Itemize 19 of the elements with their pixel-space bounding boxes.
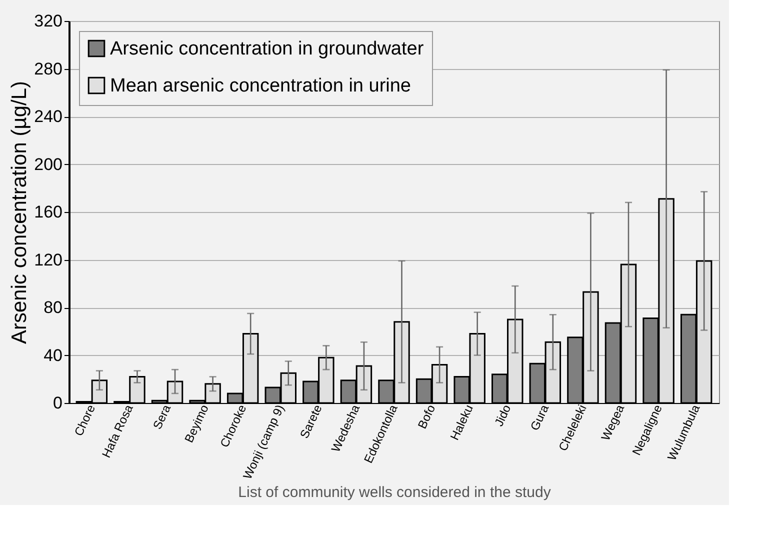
x-tick-label: Gura — [528, 402, 552, 433]
x-tick-label: Hafa Rosa — [99, 402, 136, 460]
y-tick-label: 0 — [53, 394, 62, 412]
y-tick-label: 240 — [34, 107, 62, 126]
x-tick-label: Jido — [492, 402, 514, 428]
y-tick-label: 40 — [44, 346, 62, 365]
y-tick-label: 160 — [34, 202, 62, 222]
x-tick-label: Bofo — [415, 402, 438, 431]
y-tick-label: 320 — [34, 12, 62, 30]
y-axis-title: Arsenic concentration (µg/L) — [8, 80, 32, 344]
y-tick-label: 120 — [34, 250, 62, 270]
x-tick-label: Sera — [150, 402, 174, 432]
x-tick-label: Chore — [72, 402, 98, 438]
y-tick-label: 80 — [44, 298, 62, 317]
y-tick-label: 280 — [34, 59, 62, 78]
legend-label: Mean arsenic concentration in urine — [110, 76, 412, 96]
y-tick-label: 200 — [34, 154, 62, 174]
legend-label: Arsenic concentration in groundwater — [110, 38, 424, 60]
x-axis-title: List of community wells considered in the study — [238, 484, 552, 501]
